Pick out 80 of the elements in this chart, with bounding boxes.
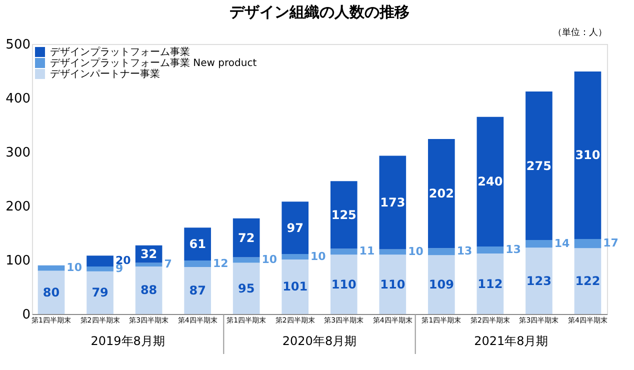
y-tick-label: 200 [6, 200, 30, 214]
data-label: 101 [282, 280, 308, 294]
y-tick-label: 100 [6, 254, 30, 268]
bar [86, 266, 114, 272]
bar [574, 238, 602, 248]
bar [476, 254, 504, 314]
data-label: 10 [66, 261, 82, 274]
data-label: 202 [428, 186, 454, 201]
bar [574, 72, 602, 239]
data-label: 10 [408, 244, 424, 258]
text: 2019年8月期 [90, 334, 165, 348]
data-label: 79 [92, 286, 108, 300]
bar [428, 255, 455, 314]
data-label: 123 [526, 274, 552, 288]
bar [38, 265, 65, 271]
bar [330, 181, 358, 249]
bar [86, 271, 114, 314]
data-label: 14 [554, 236, 570, 250]
bar [282, 259, 309, 314]
data-label: 13 [506, 243, 521, 256]
text: （単位：人） [553, 27, 607, 38]
data-label: 7 [164, 258, 172, 271]
bar [184, 260, 211, 268]
bar [379, 156, 406, 250]
bar [184, 228, 211, 261]
data-label: 61 [189, 237, 206, 252]
data-label: 97 [286, 220, 304, 235]
bar [184, 267, 211, 314]
data-label: 11 [359, 244, 375, 258]
data-label: 122 [575, 274, 600, 288]
legend-label: デザインプラットフォーム事業 [50, 46, 190, 58]
bar [330, 254, 358, 314]
data-label: 72 [238, 230, 255, 245]
data-label: 10 [262, 253, 278, 266]
data-label: 95 [238, 281, 255, 296]
bar [476, 116, 504, 246]
bar [282, 202, 309, 254]
y-tick-label: 0 [22, 308, 30, 322]
bar [135, 266, 162, 314]
bar [232, 257, 260, 263]
y-tick-label: 500 [6, 38, 30, 52]
data-label: 17 [603, 236, 618, 250]
data-label: 112 [478, 276, 503, 291]
bar [476, 246, 504, 254]
legend-label: デザインパートナー事業 [50, 68, 160, 80]
bar [428, 139, 455, 248]
data-label: 32 [140, 247, 158, 262]
y-tick-label: 300 [6, 146, 30, 160]
data-label: 80 [42, 285, 60, 300]
legend-label: デザインプラットフォーム事業 New product [50, 57, 257, 69]
data-label: 87 [189, 284, 206, 298]
data-label: 110 [380, 277, 406, 292]
bar [526, 92, 552, 240]
bar [282, 254, 309, 260]
text: 2021年8月期 [474, 334, 548, 348]
bar [526, 248, 552, 314]
data-label: 173 [380, 195, 406, 210]
text: 2020年8月期 [282, 334, 357, 348]
bar [232, 218, 260, 258]
bar [379, 254, 406, 314]
data-label: 109 [428, 278, 454, 292]
data-label: 240 [478, 174, 503, 189]
data-label: 125 [331, 208, 356, 222]
bar [86, 256, 114, 266]
data-label: 10 [310, 250, 326, 263]
bar [379, 249, 406, 255]
bar [330, 248, 358, 255]
data-label: 310 [575, 148, 600, 162]
bar [232, 262, 260, 314]
data-label: 12 [212, 256, 228, 270]
bar [135, 262, 162, 266]
data-label: 110 [331, 277, 356, 292]
chart-title: デザイン組織の人数の推移 [230, 3, 410, 21]
data-label: 275 [526, 158, 552, 173]
data-label: 13 [456, 244, 472, 258]
bar [428, 248, 455, 256]
bar [526, 240, 552, 248]
y-tick-label: 400 [6, 92, 30, 106]
data-label: 88 [140, 283, 158, 298]
bar [574, 248, 602, 314]
